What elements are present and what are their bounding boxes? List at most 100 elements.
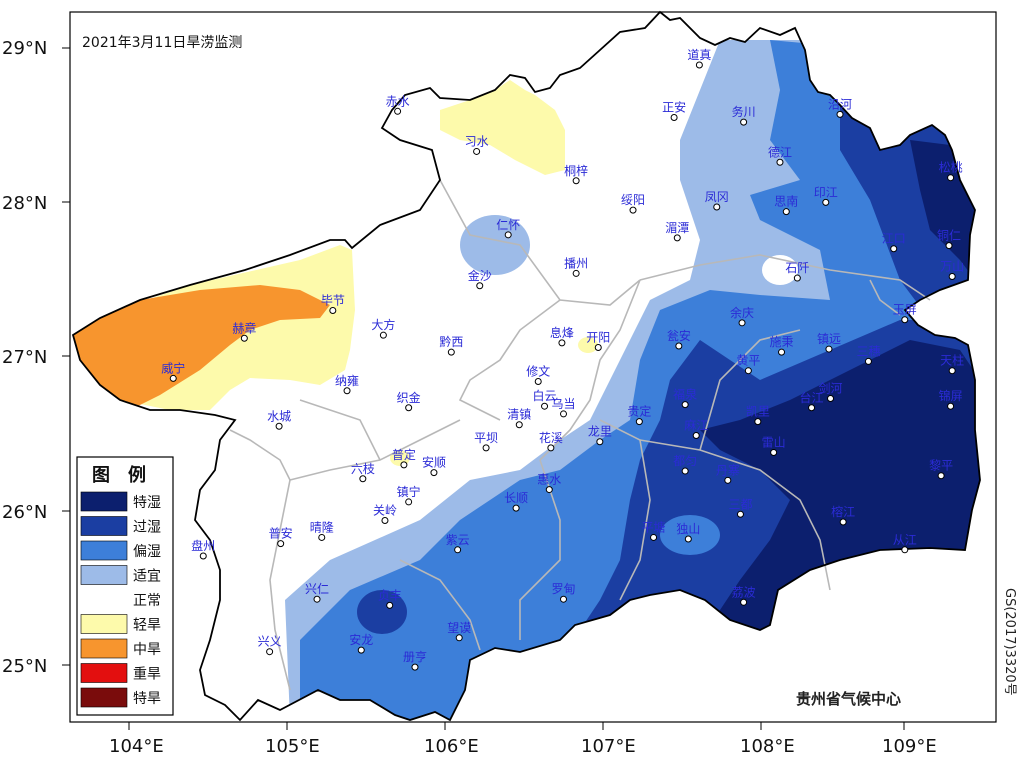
legend-swatch [80, 516, 128, 536]
city-name-label: 锦屏 [939, 389, 963, 403]
legend-label: 适宜 [133, 569, 161, 585]
city-dot [901, 316, 909, 324]
city-name-label: 三穗 [856, 344, 880, 358]
city-marker: 开阳 [586, 331, 610, 352]
city-marker: 天柱 [940, 353, 964, 375]
city-dot [776, 158, 784, 166]
city-marker: 石阡 [785, 260, 809, 282]
city-marker: 盘州 [191, 538, 215, 560]
legend-label: 中旱 [133, 642, 161, 658]
city-dot [827, 394, 835, 402]
city-dot [473, 147, 481, 155]
city-dot [681, 467, 689, 475]
city-dot [240, 334, 248, 342]
province-outline [71, 10, 981, 722]
city-dot [386, 601, 394, 609]
city-marker: 乌当 [552, 396, 576, 418]
city-name-label: 兴仁 [305, 582, 329, 596]
city-dot [534, 378, 542, 386]
city-marker: 台江 [800, 390, 824, 412]
lon-label: 108°E [740, 736, 795, 757]
city-marker: 仁怀 [496, 218, 520, 239]
city-marker: 荔波 [732, 585, 756, 606]
map-permit-number: GS(2017)3320号 [1002, 588, 1017, 696]
city-dot [454, 546, 462, 554]
city-name-label: 惠水 [537, 473, 561, 487]
city-dot [740, 118, 748, 126]
city-marker: 安龙 [349, 632, 373, 654]
city-dot [455, 634, 463, 642]
city-dot [169, 374, 177, 382]
city-marker: 息烽 [550, 325, 574, 347]
city-marker: 玉屏 [893, 303, 917, 324]
city-marker: 水城 [267, 409, 291, 430]
city-dot [482, 444, 490, 452]
city-dot [277, 540, 285, 548]
city-name-label: 修文 [526, 364, 550, 379]
zone-moderate-drought [73, 285, 330, 410]
city-dot [394, 107, 402, 115]
legend-swatch [80, 663, 128, 683]
city-marker: 黔西 [439, 334, 463, 356]
city-dot [770, 449, 778, 457]
city-marker: 雷山 [762, 436, 786, 457]
city-dot [947, 402, 955, 410]
city-marker: 大方 [371, 317, 395, 339]
city-marker: 松桃 [939, 160, 963, 182]
city-marker: 威宁 [161, 360, 185, 382]
city-marker: 绥阳 [621, 193, 645, 214]
city-dot [635, 418, 643, 426]
city-name-label: 织金 [397, 390, 421, 405]
city-name-label: 务川 [732, 104, 756, 119]
city-name-label: 石阡 [785, 260, 809, 275]
city-marker: 织金 [397, 390, 421, 412]
city-name-label: 威宁 [161, 360, 185, 375]
city-marker: 福泉 [673, 387, 697, 409]
city-name-label: 正安 [662, 99, 686, 114]
city-name-label: 都匀 [673, 454, 697, 468]
city-name-label: 白云 [533, 388, 557, 403]
legend-swatch [80, 638, 128, 659]
lon-label: 104°E [109, 736, 164, 757]
city-name-label: 瓮安 [667, 328, 691, 343]
city-marker: 锦屏 [939, 389, 963, 410]
city-dot [673, 234, 681, 242]
lon-label: 109°E [882, 736, 937, 757]
city-name-label: 清镇 [507, 408, 531, 422]
city-dot [937, 472, 945, 480]
city-marker: 白云 [533, 388, 557, 410]
city-name-label: 望谟 [447, 621, 471, 635]
city-name-label: 乌当 [552, 396, 576, 411]
city-marker: 播州 [564, 256, 588, 277]
city-name-label: 桐梓 [564, 163, 588, 178]
city-dot [947, 174, 955, 182]
city-name-label: 施秉 [770, 335, 794, 349]
city-dot [782, 208, 790, 216]
city-marker: 榕江 [831, 504, 855, 526]
city-marker: 长顺 [504, 491, 528, 512]
city-name-label: 沿河 [828, 97, 852, 111]
city-marker: 晴隆 [310, 519, 334, 541]
city-marker: 贞丰 [378, 588, 402, 609]
city-name-label: 晴隆 [310, 519, 334, 534]
city-name-label: 罗甸 [552, 582, 576, 596]
city-marker: 镇远 [817, 332, 841, 353]
city-dot [545, 486, 553, 494]
map-title: 2021年3月11日旱涝监测 [82, 35, 242, 51]
city-name-label: 毕节 [321, 293, 345, 307]
city-name-label: 万山 [940, 260, 964, 274]
city-dot [266, 648, 274, 656]
city-dot [560, 410, 567, 418]
lat-label: 25°N [2, 656, 47, 677]
city-dot [692, 432, 700, 440]
city-marker: 龙里 [588, 425, 612, 446]
city-marker: 平塘 [642, 519, 666, 541]
city-name-label: 关岭 [373, 503, 397, 517]
city-marker: 兴义 [258, 635, 282, 656]
city-dot [778, 348, 786, 356]
city-dot [901, 546, 909, 554]
city-name-label: 普定 [392, 447, 416, 462]
city-marker: 三都 [728, 497, 752, 518]
city-dot [596, 438, 604, 446]
